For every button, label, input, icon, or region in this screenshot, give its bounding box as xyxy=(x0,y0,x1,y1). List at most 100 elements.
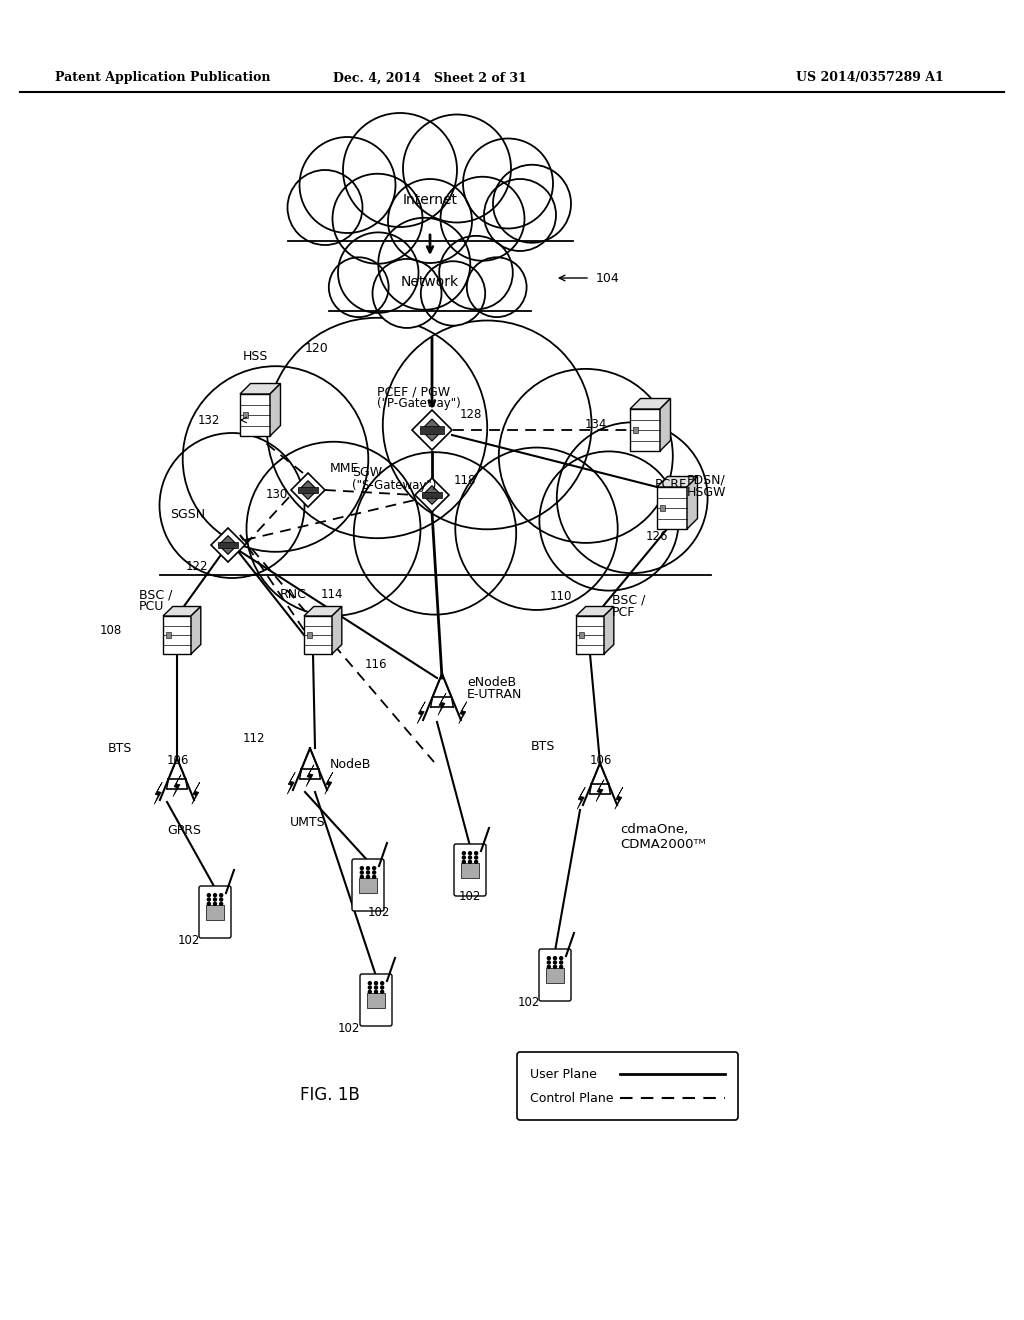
Bar xyxy=(579,632,584,638)
Circle shape xyxy=(373,867,376,870)
Text: PDSN/: PDSN/ xyxy=(687,474,726,487)
Text: 118: 118 xyxy=(454,474,476,487)
Text: ("S-Gateway"): ("S-Gateway") xyxy=(352,479,436,491)
Polygon shape xyxy=(423,486,441,504)
Text: User Plane: User Plane xyxy=(530,1068,597,1081)
Text: Internet: Internet xyxy=(402,193,458,207)
Text: BSC /: BSC / xyxy=(612,594,645,606)
Bar xyxy=(166,632,171,638)
Circle shape xyxy=(288,170,362,246)
Circle shape xyxy=(220,903,222,906)
Bar xyxy=(329,286,531,312)
Polygon shape xyxy=(575,616,604,653)
Text: BSC /: BSC / xyxy=(139,589,172,602)
Text: BTS: BTS xyxy=(530,741,555,754)
Circle shape xyxy=(207,903,210,906)
Text: PCU: PCU xyxy=(139,601,165,614)
Text: GPRS: GPRS xyxy=(167,824,201,837)
Circle shape xyxy=(469,857,471,859)
Polygon shape xyxy=(332,606,342,653)
Bar xyxy=(367,993,385,1008)
Text: 120: 120 xyxy=(305,342,329,355)
Text: PCF: PCF xyxy=(612,606,635,619)
Polygon shape xyxy=(630,399,671,409)
Polygon shape xyxy=(218,541,239,548)
Polygon shape xyxy=(219,536,238,554)
Text: SGW: SGW xyxy=(352,466,382,479)
Circle shape xyxy=(548,957,550,960)
Circle shape xyxy=(213,894,216,896)
Circle shape xyxy=(475,851,477,855)
Text: 114: 114 xyxy=(321,589,343,602)
Circle shape xyxy=(557,422,708,573)
Text: HSGW: HSGW xyxy=(687,486,726,499)
Circle shape xyxy=(369,990,372,994)
Circle shape xyxy=(469,861,471,863)
Polygon shape xyxy=(578,787,585,809)
Circle shape xyxy=(354,453,516,615)
Circle shape xyxy=(463,139,553,228)
Text: 108: 108 xyxy=(99,623,122,636)
Circle shape xyxy=(267,318,487,539)
Bar xyxy=(461,863,479,878)
Circle shape xyxy=(373,259,441,327)
Circle shape xyxy=(381,982,384,985)
Circle shape xyxy=(360,871,364,874)
Circle shape xyxy=(560,961,562,964)
Polygon shape xyxy=(191,783,200,804)
FancyBboxPatch shape xyxy=(539,949,571,1001)
Circle shape xyxy=(220,894,222,896)
Polygon shape xyxy=(438,693,446,715)
Circle shape xyxy=(560,957,562,960)
Circle shape xyxy=(475,861,477,863)
Polygon shape xyxy=(660,399,671,451)
Bar xyxy=(243,412,249,418)
Text: US 2014/0357289 A1: US 2014/0357289 A1 xyxy=(796,71,944,84)
Polygon shape xyxy=(417,702,425,723)
Polygon shape xyxy=(596,780,604,801)
Polygon shape xyxy=(575,606,613,616)
Text: 130: 130 xyxy=(266,488,288,502)
Polygon shape xyxy=(270,384,281,436)
Circle shape xyxy=(421,261,485,326)
Circle shape xyxy=(343,114,457,227)
Circle shape xyxy=(499,368,673,543)
Text: PCEF / PGW: PCEF / PGW xyxy=(377,385,451,399)
Text: 134: 134 xyxy=(585,418,607,432)
Text: ("P-Gateway"): ("P-Gateway") xyxy=(377,397,461,411)
Circle shape xyxy=(299,137,395,234)
Text: cdmaOne,: cdmaOne, xyxy=(620,824,688,837)
Circle shape xyxy=(548,961,550,964)
Text: 102: 102 xyxy=(368,906,390,919)
Circle shape xyxy=(207,894,210,896)
Text: UMTS: UMTS xyxy=(290,816,326,829)
Polygon shape xyxy=(287,772,295,795)
Text: 102: 102 xyxy=(459,891,481,903)
Text: 110: 110 xyxy=(550,590,572,603)
Text: CDMA2000ᵀᴹ: CDMA2000ᵀᴹ xyxy=(620,838,706,851)
Polygon shape xyxy=(306,764,314,787)
Polygon shape xyxy=(191,606,201,653)
Circle shape xyxy=(360,867,364,870)
Circle shape xyxy=(548,965,550,969)
Polygon shape xyxy=(240,393,270,436)
Circle shape xyxy=(381,990,384,994)
Bar xyxy=(633,426,638,433)
Circle shape xyxy=(381,986,384,989)
Circle shape xyxy=(220,898,222,902)
FancyBboxPatch shape xyxy=(352,859,384,911)
Text: eNodeB: eNodeB xyxy=(467,676,516,689)
Circle shape xyxy=(469,851,471,855)
Text: 106: 106 xyxy=(167,754,189,767)
Circle shape xyxy=(373,871,376,874)
Polygon shape xyxy=(155,783,162,804)
Polygon shape xyxy=(415,478,449,512)
Polygon shape xyxy=(422,491,442,499)
Polygon shape xyxy=(614,787,623,809)
Polygon shape xyxy=(412,411,452,450)
Polygon shape xyxy=(291,473,325,507)
Text: E-UTRAN: E-UTRAN xyxy=(467,689,522,701)
Polygon shape xyxy=(687,477,697,529)
Bar xyxy=(358,878,377,894)
FancyBboxPatch shape xyxy=(517,1052,738,1119)
